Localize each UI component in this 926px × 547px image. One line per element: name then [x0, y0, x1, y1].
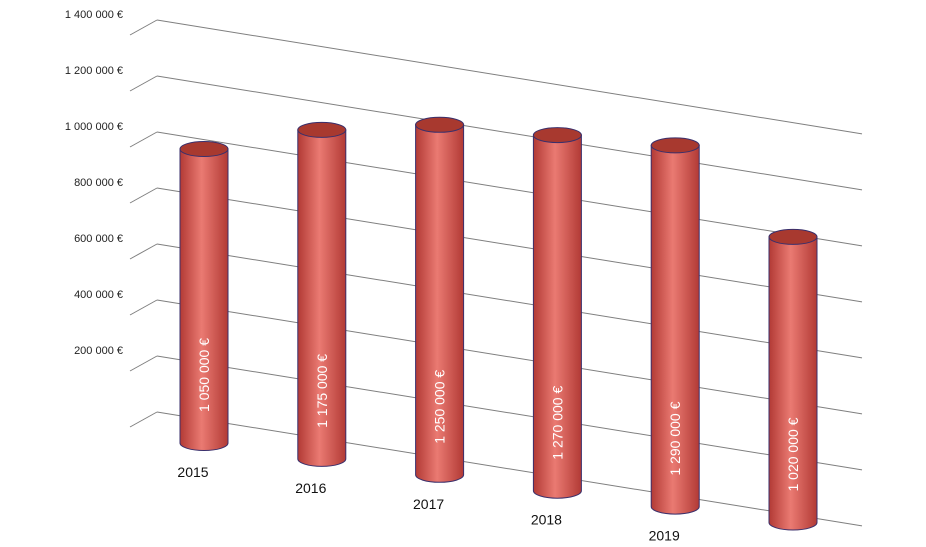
y-tick-label: 200 000 € — [74, 345, 123, 357]
gridlines — [129, 19, 863, 527]
data-label: 1 250 000 € — [432, 370, 448, 444]
bar-top — [179, 140, 229, 157]
data-label: 1 270 000 € — [549, 386, 565, 460]
gridline-edge — [129, 187, 158, 204]
gridline-edge — [129, 355, 158, 372]
data-label: 1 050 000 € — [196, 338, 212, 412]
bar-body — [768, 236, 818, 531]
y-tick-label: 600 000 € — [74, 233, 123, 245]
x-tick-label: 2016 — [295, 480, 326, 496]
gridline-edge — [129, 411, 158, 428]
x-tick-label: 2020 — [766, 544, 797, 547]
gridline-edge — [129, 299, 158, 316]
y-tick-label: 400 000 € — [74, 289, 123, 301]
bar-top — [768, 228, 818, 245]
bar-body — [297, 129, 347, 467]
bar-2015: 1 050 000 € — [179, 140, 229, 451]
bar-top — [297, 121, 347, 138]
data-label: 1 175 000 € — [314, 354, 330, 428]
y-tick-label: 1 200 000 € — [65, 65, 123, 77]
gridline-edge — [129, 131, 158, 148]
gridline — [156, 411, 863, 527]
x-tick-label: 2015 — [177, 464, 208, 480]
data-label: 1 290 000 € — [667, 401, 683, 475]
x-axis-ticks: 2015 2016 2017 2018 2019 2020 — [177, 464, 797, 547]
bar-2019: 1 290 000 € — [650, 137, 700, 515]
bar-body — [415, 124, 465, 483]
y-tick-label: 800 000 € — [74, 177, 123, 189]
gridline-edge — [129, 19, 158, 36]
x-tick-label: 2019 — [649, 528, 680, 544]
bar-body — [650, 144, 700, 515]
gridline — [156, 131, 863, 247]
gridline — [156, 187, 863, 303]
y-axis-ticks: 200 000 € 400 000 € 600 000 € 800 000 € 1 00… — [65, 9, 123, 357]
gridline-edge — [129, 75, 158, 92]
bar-2018: 1 270 000 € — [532, 127, 582, 499]
y-tick-label: 1 400 000 € — [65, 9, 123, 21]
bar-top — [415, 116, 465, 133]
gridline — [156, 75, 863, 191]
bar-body — [532, 134, 582, 499]
y-tick-label: 1 000 000 € — [65, 121, 123, 133]
bar-2016: 1 175 000 € — [297, 121, 347, 467]
bars: 1 050 000 € 1 175 000 € 1 250 000 € 1 270 0… — [179, 116, 818, 531]
bar-top — [532, 127, 582, 144]
gridline — [156, 355, 863, 471]
x-tick-label: 2017 — [413, 496, 444, 512]
data-label: 1 020 000 € — [785, 417, 801, 491]
gridline — [156, 19, 863, 135]
gridline-edge — [129, 243, 158, 260]
gridline — [156, 299, 863, 415]
gridline — [156, 243, 863, 359]
x-tick-label: 2018 — [531, 512, 562, 528]
bar-body — [179, 148, 229, 451]
bar-2020: 1 020 000 € — [768, 228, 818, 531]
bar-2017: 1 250 000 € — [415, 116, 465, 483]
bar-top — [650, 137, 700, 154]
